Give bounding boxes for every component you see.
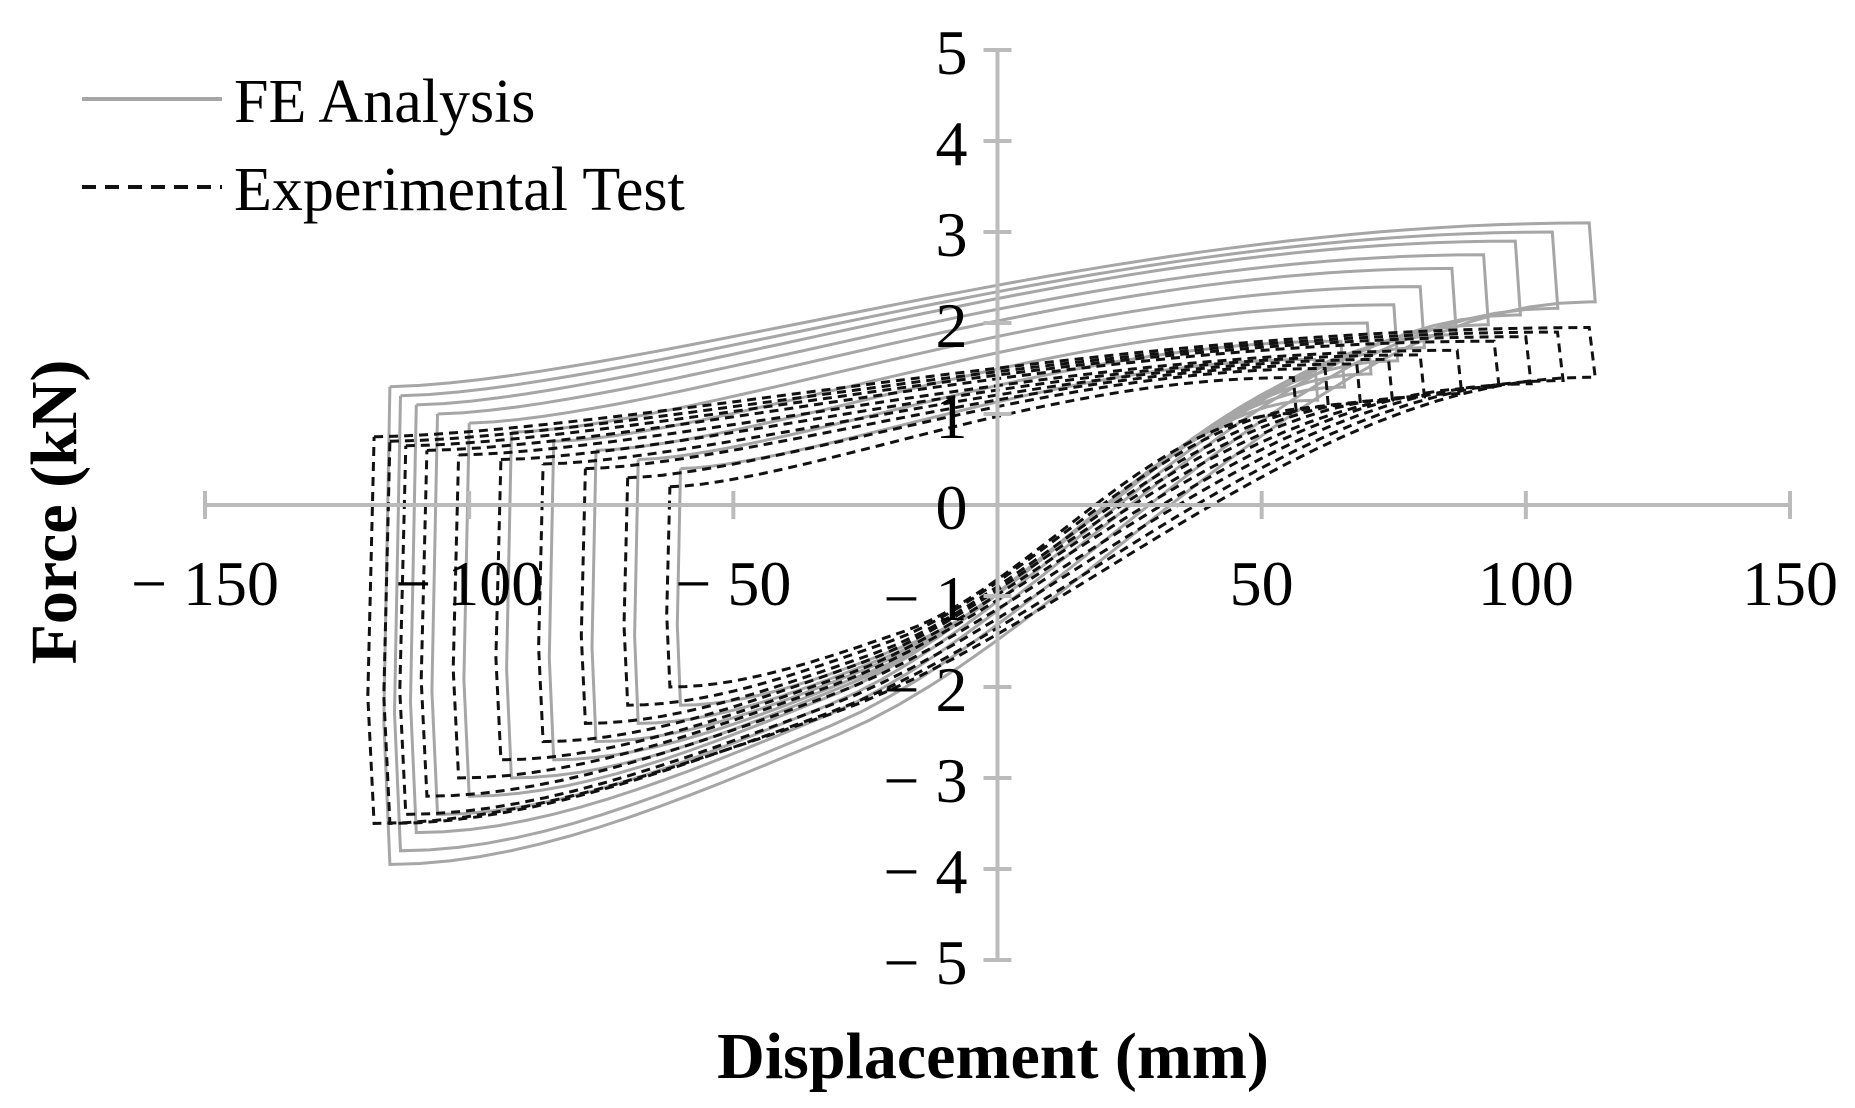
y-tick-label: 2	[936, 290, 968, 361]
exp-loop	[451, 348, 1464, 780]
y-tick-label: 1	[936, 381, 968, 452]
y-tick-label: 4	[936, 108, 968, 179]
fe-loop	[392, 230, 1560, 853]
exp-loop	[665, 376, 1298, 689]
x-tick-label: − 150	[131, 548, 279, 619]
x-tick-label: 100	[1478, 548, 1574, 619]
fe-loop	[430, 253, 1491, 816]
legend-label-exp: Experimental Test	[234, 156, 685, 224]
x-tick-label: 50	[1230, 548, 1294, 619]
y-tick-label: 0	[936, 472, 968, 543]
y-tick-label: − 2	[883, 654, 967, 725]
x-tick-label: 150	[1742, 548, 1838, 619]
y-tick-label: − 3	[883, 745, 967, 816]
fe-loop	[505, 285, 1427, 780]
x-axis-title: Displacement (mm)	[717, 1020, 1269, 1093]
fe-loop	[633, 339, 1347, 725]
fe-loop	[382, 221, 1597, 867]
exp-loop	[366, 325, 1597, 826]
fe-loop	[590, 321, 1373, 744]
y-ticks: 5 4 3 2 1 0 − 1 − 2 − 3 − 4 − 5	[883, 17, 1012, 998]
exp-loop	[579, 362, 1363, 725]
x-ticks: − 150 − 100 − 50 50 100 150	[131, 491, 1838, 619]
exp-loop	[398, 335, 1533, 816]
y-tick-label: − 5	[883, 927, 967, 998]
legend-label-fe: FE Analysis	[234, 68, 535, 136]
axes: − 150 − 100 − 50 50 100 150 5 4 3 2 1 0 − 1 − 2 − 3 − …	[131, 17, 1838, 998]
fe-loop	[408, 239, 1523, 835]
x-tick-label: − 50	[675, 548, 791, 619]
y-axis-title: Force (kN)	[18, 360, 91, 665]
y-tick-label: 3	[936, 199, 968, 270]
series-layer	[366, 221, 1597, 867]
x-tick-label: − 100	[395, 548, 543, 619]
legend: FE Analysis Experimental Test	[82, 68, 685, 224]
exp-loop	[622, 366, 1330, 707]
exp-loop	[537, 357, 1395, 744]
exp-loop	[419, 339, 1501, 798]
y-tick-label: − 4	[883, 836, 967, 907]
series-experimental-test	[366, 325, 1597, 826]
y-tick-label: 5	[936, 17, 968, 88]
fe-loop	[547, 303, 1400, 762]
y-tick-label: − 1	[883, 563, 967, 634]
